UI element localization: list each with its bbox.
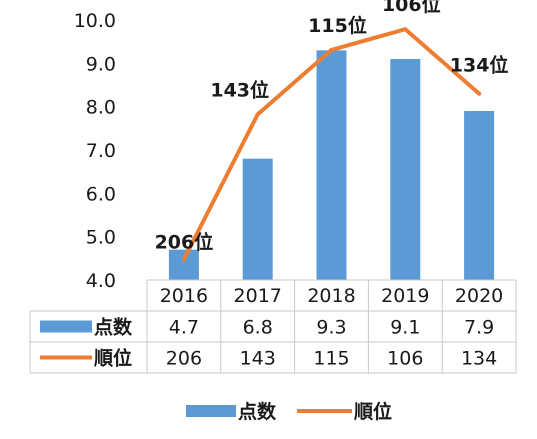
y-tick-label: 8.0: [86, 97, 116, 119]
score-bar: [316, 50, 347, 281]
rank-data-label: 134位: [450, 54, 509, 77]
data-table: 2016 2017 2018 2019 2020 点数 4.7 6.8 9.3 9.1 7.9 順位 2…: [29, 279, 517, 374]
y-tick-label: 6.0: [86, 183, 116, 205]
table-row-label: 順位: [94, 347, 132, 370]
table-cell: 143: [240, 348, 276, 370]
x-tick-label: 2017: [234, 285, 282, 307]
rank-data-labels: 206位 143位 115位 106位 134位: [155, 0, 509, 254]
score-bar: [242, 158, 273, 280]
rank-line: [181, 27, 482, 262]
score-bar: [464, 111, 495, 280]
rank-point: [181, 257, 186, 262]
table-cell: 115: [313, 348, 349, 370]
rank-point: [255, 112, 260, 117]
x-tick-label: 2020: [455, 285, 503, 307]
rank-data-label: 106位: [382, 0, 441, 16]
x-tick-label: 2018: [307, 285, 355, 307]
legend-key-score: [186, 405, 236, 417]
score-bar: [168, 249, 199, 280]
legend: 点数 順位: [186, 400, 392, 423]
y-tick-label: 5.0: [86, 227, 116, 249]
rank-data-label: 206位: [155, 231, 214, 254]
x-tick-label: 2016: [160, 285, 208, 307]
score-bars: [168, 50, 495, 281]
table-row-label: 点数: [94, 316, 133, 339]
legend-label-score: 点数: [238, 400, 277, 423]
table-cell: 9.1: [390, 317, 420, 339]
rank-point: [477, 91, 482, 96]
rank-point: [403, 27, 408, 32]
legend-label-rank: 順位: [354, 400, 392, 423]
rank-data-label: 115位: [308, 14, 367, 37]
y-tick-label: 9.0: [86, 53, 116, 75]
y-tick-label: 10.0: [74, 10, 116, 32]
y-tick-label: 4.0: [86, 270, 116, 292]
table-cell: 7.9: [464, 317, 494, 339]
table-cell: 206: [166, 348, 202, 370]
table-cell: 6.8: [243, 317, 273, 339]
table-cell: 134: [461, 348, 497, 370]
table-cell: 4.7: [169, 317, 199, 339]
rank-point: [329, 47, 334, 52]
y-axis-ticks: 10.0 9.0 8.0 7.0 6.0 5.0 4.0: [74, 10, 116, 292]
x-tick-label: 2019: [381, 285, 429, 307]
y-tick-label: 7.0: [86, 140, 116, 162]
table-cell: 106: [387, 348, 423, 370]
rank-data-label: 143位: [210, 78, 269, 101]
score-bar: [390, 59, 421, 280]
table-legend-key-score: [40, 320, 92, 333]
table-cell: 9.3: [316, 317, 346, 339]
